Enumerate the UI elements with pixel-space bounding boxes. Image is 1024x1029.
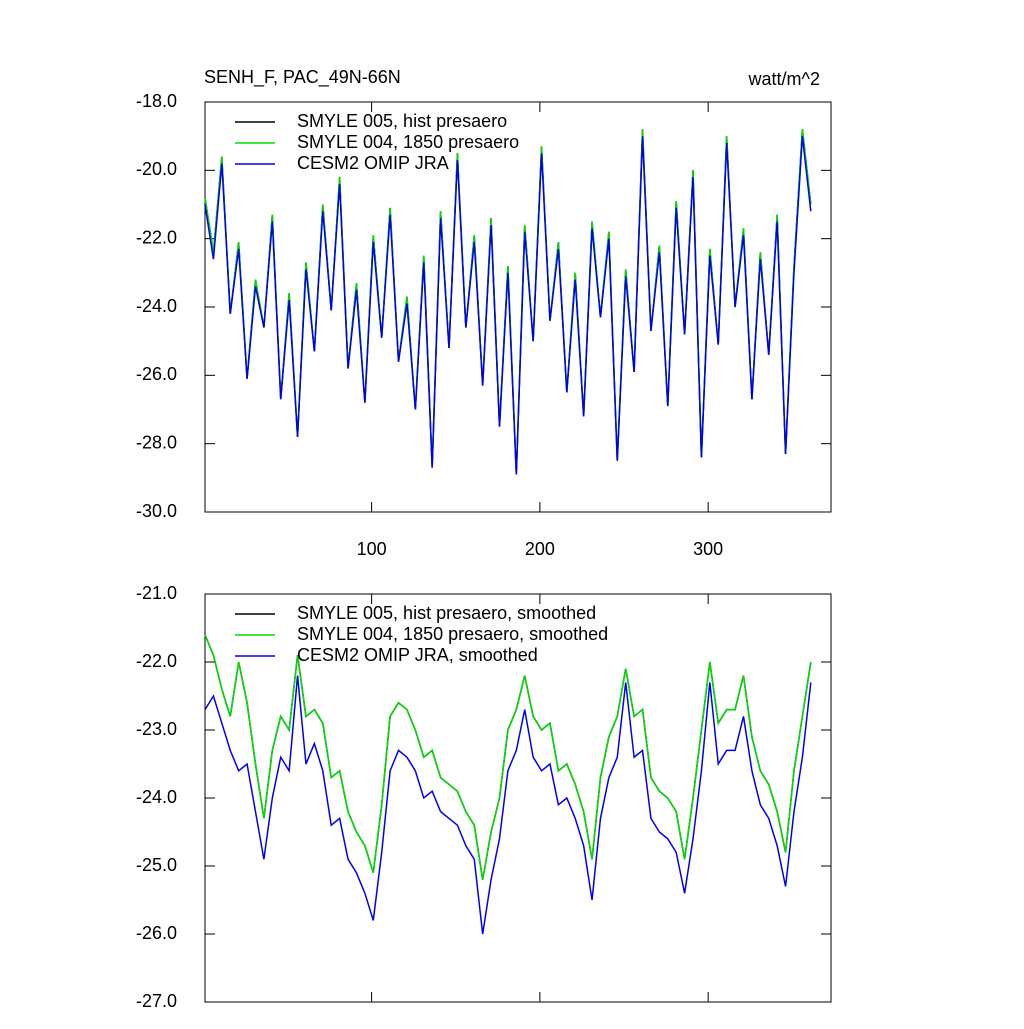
y-tick-label: -27.0 — [136, 991, 177, 1011]
x-tick-label: 100 — [357, 539, 387, 559]
y-tick-label: -21.0 — [136, 583, 177, 603]
y-tick-label: -23.0 — [136, 719, 177, 739]
legend-label: SMYLE 004, 1850 presaero — [297, 132, 519, 152]
y-tick-label: -26.0 — [136, 923, 177, 943]
series-line — [204, 634, 812, 880]
series-line — [204, 136, 812, 475]
series-line — [204, 129, 812, 475]
units-label: watt/m^2 — [748, 69, 820, 89]
y-tick-label: -18.0 — [136, 91, 177, 111]
chart-title: SENH_F, PAC_49N-66N — [204, 67, 401, 88]
x-tick-label: 200 — [525, 539, 555, 559]
y-tick-label: -28.0 — [136, 432, 177, 452]
y-tick-label: -22.0 — [136, 227, 177, 247]
y-tick-label: -22.0 — [136, 651, 177, 671]
legend-label: CESM2 OMIP JRA, smoothed — [297, 645, 538, 665]
y-tick-label: -20.0 — [136, 159, 177, 179]
series-line — [204, 675, 812, 935]
y-tick-label: -24.0 — [136, 296, 177, 316]
legend-label: SMYLE 004, 1850 presaero, smoothed — [297, 624, 608, 644]
y-tick-label: -25.0 — [136, 855, 177, 875]
x-tick-label: 300 — [693, 539, 723, 559]
y-tick-label: -30.0 — [136, 501, 177, 521]
y-tick-label: -26.0 — [136, 364, 177, 384]
legend-label: CESM2 OMIP JRA — [297, 153, 449, 173]
legend-label: SMYLE 005, hist presaero — [297, 111, 507, 131]
y-tick-label: -24.0 — [136, 787, 177, 807]
legend-label: SMYLE 005, hist presaero, smoothed — [297, 603, 596, 623]
